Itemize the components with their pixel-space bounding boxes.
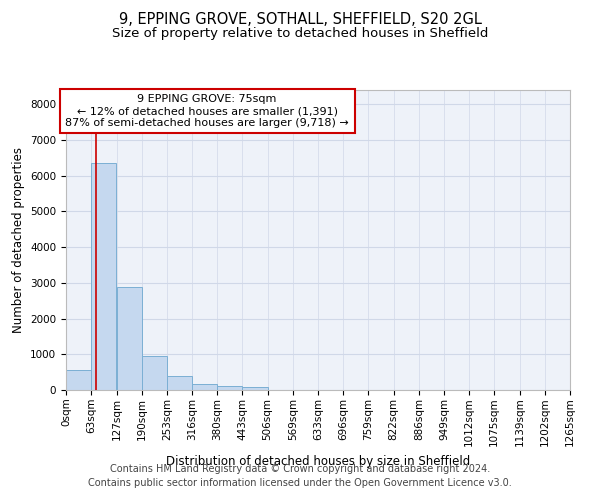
Bar xyxy=(242,387,268,390)
Bar xyxy=(192,384,217,390)
Bar xyxy=(66,370,91,390)
Bar xyxy=(142,356,167,390)
Bar xyxy=(116,287,142,390)
Bar xyxy=(91,163,116,390)
Bar xyxy=(167,376,192,390)
Y-axis label: Number of detached properties: Number of detached properties xyxy=(11,147,25,333)
Text: Size of property relative to detached houses in Sheffield: Size of property relative to detached ho… xyxy=(112,28,488,40)
Text: 9, EPPING GROVE, SOTHALL, SHEFFIELD, S20 2GL: 9, EPPING GROVE, SOTHALL, SHEFFIELD, S20… xyxy=(119,12,481,28)
Text: 9 EPPING GROVE: 75sqm
← 12% of detached houses are smaller (1,391)
87% of semi-d: 9 EPPING GROVE: 75sqm ← 12% of detached … xyxy=(65,94,349,128)
Bar xyxy=(217,386,242,390)
Text: Contains HM Land Registry data © Crown copyright and database right 2024.
Contai: Contains HM Land Registry data © Crown c… xyxy=(88,464,512,487)
X-axis label: Distribution of detached houses by size in Sheffield: Distribution of detached houses by size … xyxy=(166,454,470,468)
